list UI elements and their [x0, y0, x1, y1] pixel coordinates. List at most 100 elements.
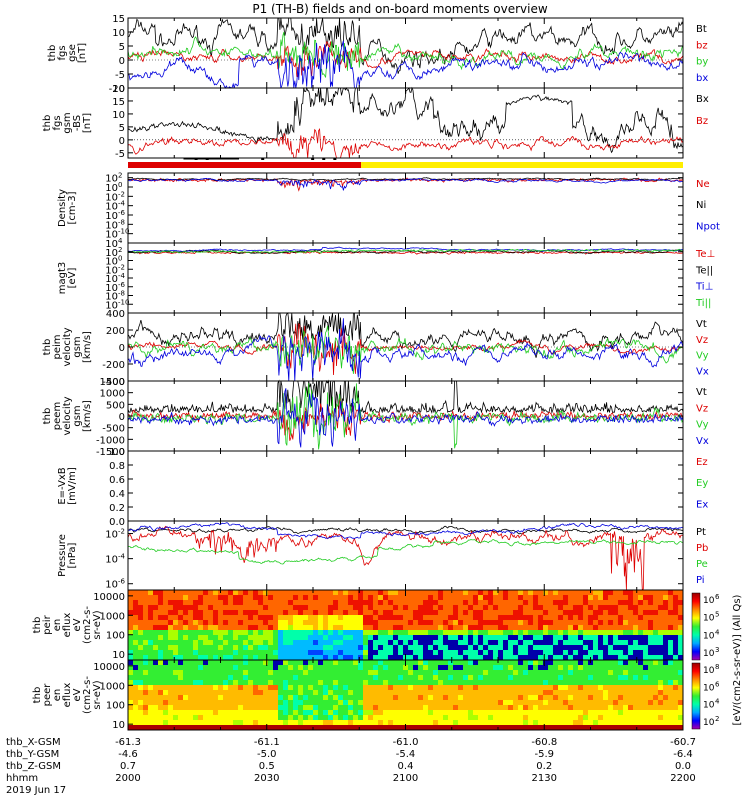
- panel-ylabel: peim: [52, 334, 63, 359]
- spectrogram-cell: [598, 680, 604, 686]
- spectrogram-cell: [533, 670, 539, 676]
- spectrogram-cell: [403, 665, 409, 671]
- spectrogram-cell: [338, 665, 344, 671]
- spectrogram-cell: [373, 695, 379, 701]
- spectrogram-cell: [538, 590, 544, 596]
- spectrogram-cell: [248, 665, 254, 671]
- spectrogram-cell: [313, 635, 319, 641]
- spectrogram-cell: [678, 595, 684, 601]
- spectrogram-cell: [548, 590, 554, 596]
- spectrogram-cell: [338, 630, 344, 636]
- ytick-label: 10: [105, 202, 118, 213]
- spectrogram-cell: [413, 715, 419, 721]
- spectrogram-cell: [428, 640, 434, 646]
- spectrogram-cell: [648, 695, 654, 701]
- spectrogram-cell: [533, 645, 539, 651]
- spectrogram-cell: [423, 700, 429, 706]
- spectrogram-cell: [278, 600, 284, 606]
- spectrogram-cell: [618, 630, 624, 636]
- spectrogram-cell: [443, 690, 449, 696]
- spectrogram-cell: [463, 700, 469, 706]
- spectrogram-cell: [238, 705, 244, 711]
- spectrogram-cell: [583, 605, 589, 611]
- spectrogram-cell: [588, 680, 594, 686]
- spectrogram-cell: [368, 685, 374, 691]
- spectrogram-cell: [243, 670, 249, 676]
- spectrogram-cell: [483, 710, 489, 716]
- spectrogram-cell: [633, 605, 639, 611]
- ytick-exponent: -10: [118, 228, 129, 236]
- spectrogram-cell: [128, 700, 134, 706]
- spectrogram-cell: [488, 625, 494, 631]
- spectrogram-cell: [563, 600, 569, 606]
- spectrogram-cell: [613, 695, 619, 701]
- spectrogram-cell: [363, 665, 369, 671]
- ytick-label: 0.2: [109, 503, 125, 514]
- series-line-Vx: [127, 388, 684, 448]
- spectrogram-cell: [163, 715, 169, 721]
- spectrogram-cell: [268, 645, 274, 651]
- spectrogram-cell: [628, 705, 634, 711]
- ytick-label: 1.0: [109, 447, 125, 458]
- spectrogram-cell: [513, 600, 519, 606]
- spectrogram-cell: [213, 700, 219, 706]
- ytick-label: 15: [112, 14, 125, 25]
- spectrogram-cell: [248, 595, 254, 601]
- spectrogram-cell: [303, 700, 309, 706]
- spectrogram-cell: [668, 690, 674, 696]
- spectrogram-cell: [223, 640, 229, 646]
- spectrogram-cell: [458, 670, 464, 676]
- spectrogram-cell: [283, 595, 289, 601]
- legend-entry-Ti||: Ti||: [695, 298, 711, 309]
- spectrogram-cell: [563, 645, 569, 651]
- spectrogram-cell: [653, 590, 659, 596]
- spectrogram-cell: [463, 685, 469, 691]
- spectrogram-cell: [518, 680, 524, 686]
- spectrogram-cell: [503, 650, 509, 656]
- ytick-label: -1000: [96, 435, 125, 446]
- spectrogram-cell: [238, 660, 244, 666]
- spectrogram-cell: [448, 720, 454, 726]
- spectrogram-cell: [233, 595, 239, 601]
- xaxis-value: 0.2: [536, 761, 552, 772]
- spectrogram-cell: [128, 675, 134, 681]
- spectrogram-cell: [598, 645, 604, 651]
- spectrogram-cell: [473, 635, 479, 641]
- spectrogram-cell: [213, 685, 219, 691]
- spectrogram-cell: [608, 665, 614, 671]
- colorbar: [691, 592, 701, 661]
- spectrogram-cell: [288, 590, 294, 596]
- spectrogram-cell: [288, 605, 294, 611]
- spectrogram-cell: [388, 690, 394, 696]
- spectrogram-cell: [473, 710, 479, 716]
- spectrogram-cell: [423, 670, 429, 676]
- spectrogram-cell: [348, 630, 354, 636]
- spectrogram-cell: [188, 645, 194, 651]
- spectrogram-cell: [268, 685, 274, 691]
- ytick-exponent: 0: [118, 181, 122, 189]
- spectrogram-cell: [468, 720, 474, 726]
- xaxis-value: 0.0: [675, 761, 691, 772]
- spectrogram-cell: [343, 680, 349, 686]
- series-line-Vz: [127, 322, 684, 376]
- spectrogram-cell: [463, 630, 469, 636]
- spectrogram-cell: [678, 670, 684, 676]
- spectrogram-cell: [563, 625, 569, 631]
- spectrogram-cell: [323, 675, 329, 681]
- spectrogram-cell: [533, 710, 539, 716]
- spectrogram-cell: [653, 700, 659, 706]
- spectrogram-cell: [198, 700, 204, 706]
- spectrogram-cell: [418, 685, 424, 691]
- spectrogram-cell: [588, 690, 594, 696]
- spectrogram-cell: [278, 700, 284, 706]
- spectrogram-cell: [483, 725, 489, 731]
- spectrogram-cell: [473, 590, 479, 596]
- spectrogram-cell: [538, 660, 544, 666]
- spectrogram-cell: [183, 725, 189, 731]
- spectrogram-cell: [373, 620, 379, 626]
- spectrogram-cell: [268, 640, 274, 646]
- spectrogram-cell: [673, 710, 679, 716]
- spectrogram-cell: [268, 650, 274, 656]
- spectrogram-cell: [653, 695, 659, 701]
- spectrogram-cell: [463, 675, 469, 681]
